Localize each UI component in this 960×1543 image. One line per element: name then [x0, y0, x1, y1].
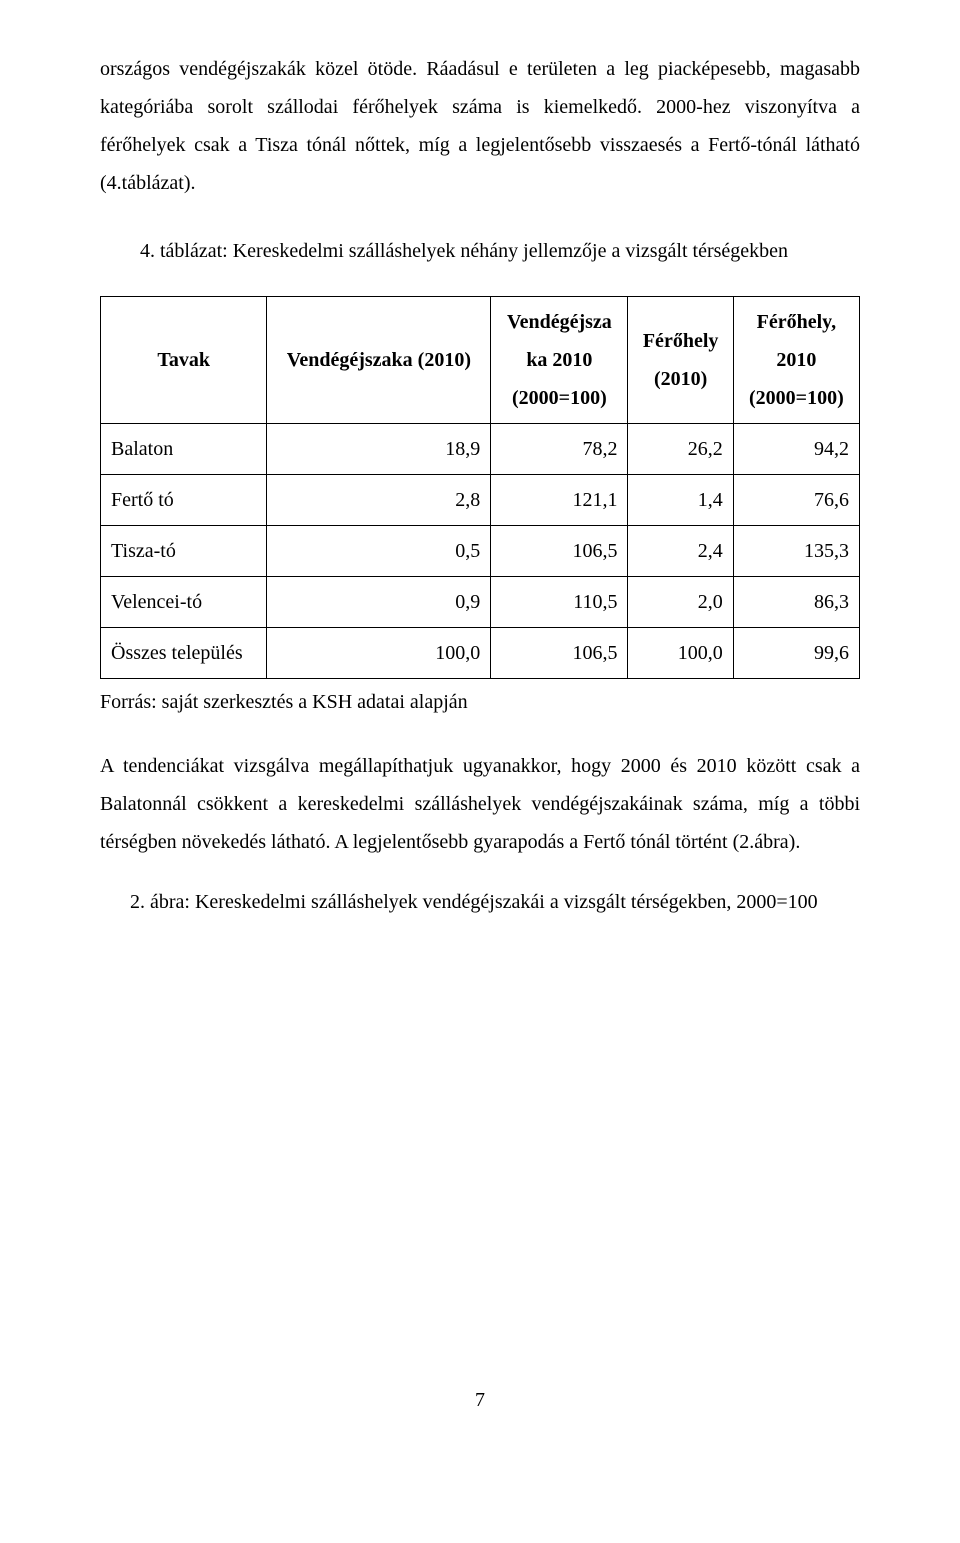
col-header-ferohely-2010: Férőhely (2010): [628, 297, 733, 424]
cell-label: Fertő tó: [101, 475, 267, 526]
paragraph-1: országos vendégéjszakák közel ötöde. Ráa…: [100, 50, 860, 202]
col-header-vendegejszaka-index: Vendégéjsza ka 2010 (2000=100): [491, 297, 628, 424]
col4-line1: Férőhely,: [757, 311, 836, 333]
cell-value: 86,3: [733, 577, 859, 628]
table-source: Forrás: saját szerkesztés a KSH adatai a…: [100, 683, 860, 721]
col3-line2: (2010): [654, 368, 707, 390]
col-header-ferohely-index: Férőhely, 2010 (2000=100): [733, 297, 859, 424]
cell-value: 135,3: [733, 526, 859, 577]
cell-value: 100,0: [628, 628, 733, 679]
cell-value: 106,5: [491, 526, 628, 577]
cell-value: 0,5: [267, 526, 491, 577]
col-header-tavak: Tavak: [101, 297, 267, 424]
cell-value: 18,9: [267, 424, 491, 475]
cell-label: Velencei-tó: [101, 577, 267, 628]
cell-value: 2,0: [628, 577, 733, 628]
cell-value: 94,2: [733, 424, 859, 475]
cell-value: 110,5: [491, 577, 628, 628]
figure-caption: 2. ábra: Kereskedelmi szálláshelyek vend…: [130, 883, 860, 921]
col2-line1: Vendégéjsza: [507, 311, 612, 333]
cell-label: Balaton: [101, 424, 267, 475]
data-table: Tavak Vendégéjszaka (2010) Vendégéjsza k…: [100, 296, 860, 679]
table-row: Fertő tó 2,8 121,1 1,4 76,6: [101, 475, 860, 526]
table-row: Összes település 100,0 106,5 100,0 99,6: [101, 628, 860, 679]
col4-line2: 2010: [776, 349, 816, 371]
paragraph-2: A tendenciákat vizsgálva megállapíthatju…: [100, 747, 860, 861]
cell-value: 99,6: [733, 628, 859, 679]
page-number: 7: [100, 1381, 860, 1419]
cell-value: 76,6: [733, 475, 859, 526]
table-header-row: Tavak Vendégéjszaka (2010) Vendégéjsza k…: [101, 297, 860, 424]
cell-value: 106,5: [491, 628, 628, 679]
table-row: Velencei-tó 0,9 110,5 2,0 86,3: [101, 577, 860, 628]
col4-line3: (2000=100): [749, 387, 844, 409]
cell-value: 0,9: [267, 577, 491, 628]
cell-value: 121,1: [491, 475, 628, 526]
col2-line3: (2000=100): [512, 387, 607, 409]
cell-value: 1,4: [628, 475, 733, 526]
table-caption: 4. táblázat: Kereskedelmi szálláshelyek …: [140, 232, 860, 270]
cell-value: 26,2: [628, 424, 733, 475]
cell-value: 100,0: [267, 628, 491, 679]
cell-label: Tisza-tó: [101, 526, 267, 577]
table-row: Tisza-tó 0,5 106,5 2,4 135,3: [101, 526, 860, 577]
cell-label: Összes település: [101, 628, 267, 679]
table-row: Balaton 18,9 78,2 26,2 94,2: [101, 424, 860, 475]
cell-value: 2,4: [628, 526, 733, 577]
col-header-vendegejszaka-2010: Vendégéjszaka (2010): [267, 297, 491, 424]
cell-value: 78,2: [491, 424, 628, 475]
cell-value: 2,8: [267, 475, 491, 526]
col2-line2: ka 2010: [526, 349, 592, 371]
col3-line1: Férőhely: [643, 330, 719, 352]
